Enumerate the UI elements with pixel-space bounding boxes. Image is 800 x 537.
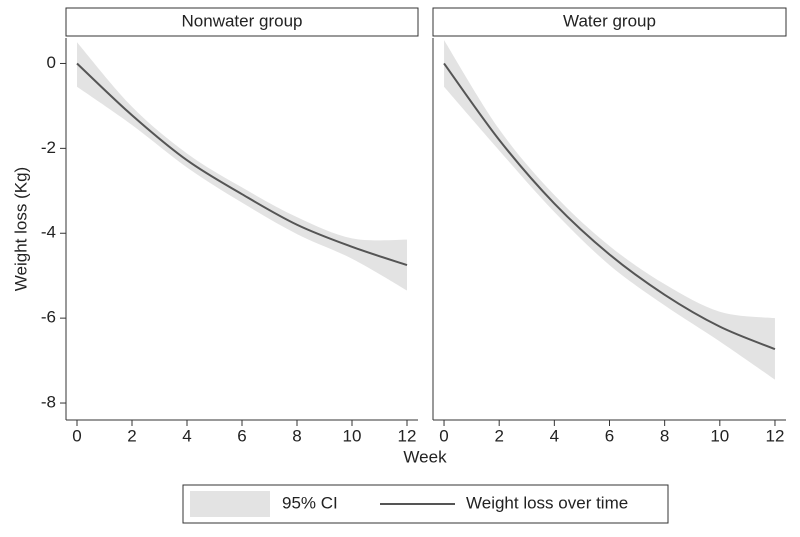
trend-line [76,62,408,267]
panel-title: Nonwater group [182,11,303,30]
panel-strip [65,7,419,37]
y-tick-label: -2 [41,138,56,157]
ci-band [77,42,407,291]
x-tick-label: 8 [292,426,301,445]
x-tick-label: 12 [398,426,417,445]
x-tick-label: 2 [127,426,136,445]
panel-strip [432,7,787,37]
x-tick-label: 6 [237,426,246,445]
x-tick-label: 10 [710,426,729,445]
trend-line [443,62,776,351]
x-tick-label: 0 [439,426,448,445]
x-axis-label: Week [403,447,447,466]
x-tick-label: 10 [343,426,362,445]
y-tick-label: -6 [41,308,56,327]
x-tick-label: 8 [660,426,669,445]
x-tick-label: 4 [182,426,191,445]
legend-label: Weight loss over time [466,493,628,512]
y-tick-label: -8 [41,393,56,412]
legend-swatch [190,491,270,517]
x-tick-label: 12 [766,426,785,445]
x-tick-label: 0 [72,426,81,445]
y-tick-label: 0 [47,53,56,72]
y-tick-label: -4 [41,223,56,242]
panel-title: Water group [563,11,656,30]
legend-label: 95% CI [282,493,338,512]
ci-band [444,40,775,380]
x-tick-label: 6 [605,426,614,445]
y-axis-label: Weight loss (Kg) [11,167,30,291]
x-tick-label: 4 [550,426,559,445]
x-tick-label: 2 [494,426,503,445]
